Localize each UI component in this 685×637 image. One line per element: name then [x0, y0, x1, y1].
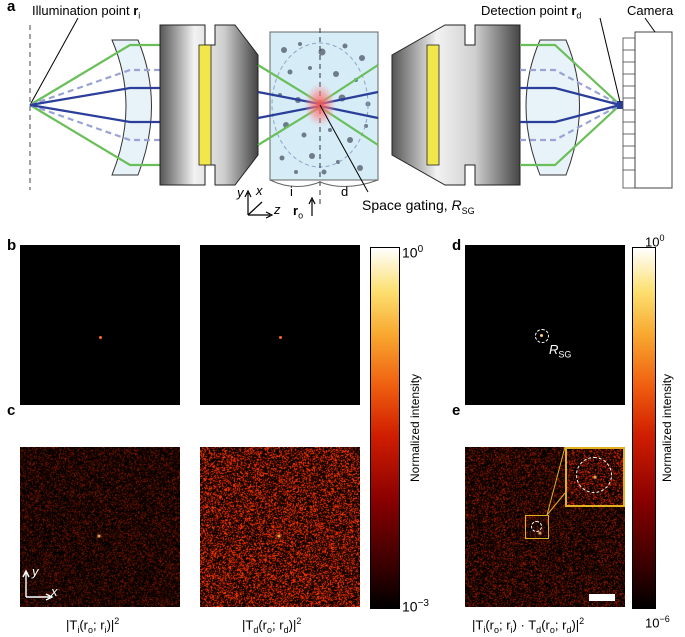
sample-bottom-curve — [269, 179, 379, 187]
colorbar-right-top: 100 — [645, 233, 665, 250]
zoom-circle — [576, 457, 612, 493]
detection-leader — [599, 17, 621, 103]
axis-x-label-a: x — [256, 183, 263, 198]
illumination-leader — [29, 17, 79, 106]
roi-box — [525, 515, 549, 539]
gating-marker-label: RSG — [549, 342, 572, 360]
right-filter — [426, 44, 440, 166]
colorbar-left-top: 100 — [402, 244, 424, 261]
focus-dot — [99, 336, 102, 339]
focus-dot — [279, 336, 282, 339]
panel-c-right-image — [200, 447, 360, 607]
panel-a-letter: a — [7, 0, 16, 15]
panel-b-left-image — [20, 245, 180, 405]
colorbar-right-bottom: 10−6 — [645, 614, 670, 631]
camera-leader — [644, 17, 656, 33]
axis-x-label-c: x — [51, 584, 58, 599]
rays-right — [520, 43, 621, 167]
left-filter — [198, 44, 212, 166]
gating-circle — [535, 329, 549, 343]
axis-z-label-a: z — [274, 202, 281, 217]
gating-leader — [319, 104, 369, 193]
scale-bar — [589, 594, 615, 601]
camera-body — [634, 31, 673, 189]
panel-c-left-image — [20, 447, 180, 607]
panel-d-letter: d — [452, 237, 462, 254]
colorbar-left-bottom: 10−3 — [402, 598, 429, 615]
optical-schematic — [29, 17, 673, 219]
right-objective — [391, 24, 521, 186]
roi-circle — [531, 521, 542, 532]
right-lens — [525, 39, 580, 176]
origin-label: ro — [293, 203, 304, 221]
coordinate-axes-c — [22, 569, 54, 601]
origin-arrow — [308, 196, 316, 216]
camera-sensor — [622, 37, 636, 189]
illumination-label: Illumination point ri — [32, 3, 141, 21]
caption-ti: |Ti(ro; ri)|2 — [66, 616, 120, 635]
panel-d-image: RSG — [465, 245, 625, 405]
coordinate-axes-a — [244, 189, 274, 219]
space-gating-label: Space gating, RSG — [362, 197, 475, 216]
axis-y-label-c: y — [32, 564, 39, 579]
left-lens — [111, 39, 152, 176]
caption-td: |Td(ro; rd)|2 — [242, 616, 302, 635]
rays-left — [29, 43, 165, 167]
panel-b-letter: b — [7, 237, 17, 254]
panel-c-letter: c — [7, 402, 16, 419]
detection-label: Detection point rd — [481, 3, 582, 21]
panel-b-right-image — [200, 245, 360, 405]
camera-label: Camera — [627, 3, 674, 18]
colorbar-right — [632, 247, 656, 609]
colorbar-left — [370, 247, 400, 609]
side-d-label: d — [341, 184, 349, 199]
scatterers — [278, 42, 371, 175]
colorbar-right-label: Normalized intensity — [660, 373, 674, 482]
side-i-label: i — [290, 184, 293, 199]
panel-e-letter: e — [452, 402, 461, 419]
focus-dot — [540, 334, 543, 337]
caption-product: |Ti(ro; ri) · Td(ro; rd)|2 — [472, 616, 585, 635]
zoom-connectors — [546, 447, 566, 516]
axis-y-label-a: y — [237, 185, 244, 200]
colorbar-left-label: Normalized intensity — [408, 373, 422, 482]
detector-pixel — [617, 101, 623, 109]
